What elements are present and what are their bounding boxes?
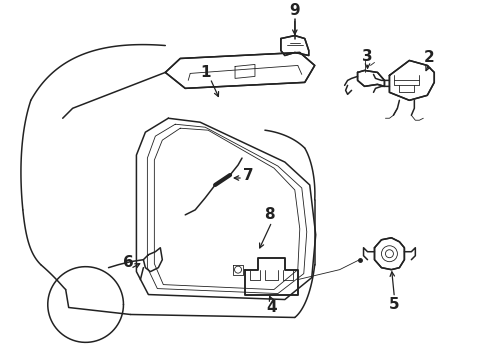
Polygon shape: [245, 258, 298, 294]
Polygon shape: [358, 71, 385, 86]
Text: 3: 3: [362, 49, 373, 64]
Text: 5: 5: [389, 297, 400, 312]
Text: 2: 2: [424, 50, 435, 65]
Text: 4: 4: [267, 300, 277, 315]
Text: 1: 1: [200, 65, 210, 80]
Text: 6: 6: [123, 255, 134, 270]
Polygon shape: [281, 36, 309, 55]
Polygon shape: [165, 53, 315, 88]
Text: 7: 7: [243, 167, 253, 183]
Text: 9: 9: [290, 3, 300, 18]
Polygon shape: [390, 60, 434, 100]
Text: 8: 8: [265, 207, 275, 222]
Polygon shape: [374, 238, 404, 270]
